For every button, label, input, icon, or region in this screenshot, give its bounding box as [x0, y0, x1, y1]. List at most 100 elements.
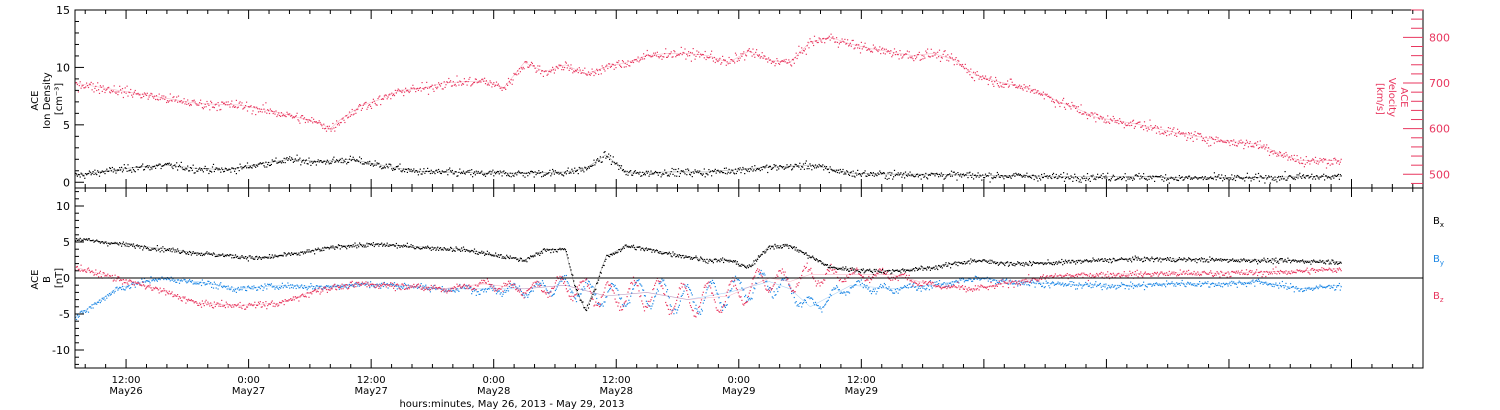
series-1-point — [1259, 140, 1261, 142]
series-2-point — [85, 239, 87, 241]
series-0-point — [965, 174, 967, 176]
series-0-point — [1104, 177, 1106, 179]
series-2-point — [116, 242, 118, 244]
series-3-point — [355, 282, 357, 284]
series-2-point — [492, 254, 494, 256]
series-0-point — [884, 177, 886, 179]
series-0-point — [252, 165, 254, 167]
series-0-point — [853, 175, 855, 177]
series-3-point — [470, 286, 472, 288]
series-0-point — [597, 158, 599, 160]
series-3-point — [166, 279, 168, 281]
series-0-point — [1029, 176, 1032, 178]
series-0-point — [1097, 177, 1100, 179]
series-1-point — [813, 44, 815, 47]
series-2-point — [1219, 259, 1221, 262]
series-0-point — [595, 162, 597, 164]
series-1-point — [801, 47, 803, 49]
series-3-point — [117, 289, 119, 291]
series-2-point — [627, 245, 629, 248]
series-2-point — [1237, 259, 1239, 261]
series-1-point — [336, 120, 338, 122]
series-0-point — [718, 170, 720, 172]
series-3-point — [291, 284, 294, 286]
series-1-point — [923, 55, 925, 57]
series-0-point — [881, 173, 883, 175]
series-2-point — [666, 252, 668, 254]
series-1-point — [359, 104, 362, 106]
series-1-point — [586, 74, 589, 76]
series-2-point — [394, 245, 396, 247]
series-0-point — [1302, 174, 1305, 176]
series-0-point — [553, 173, 555, 175]
series-2-point — [1229, 259, 1231, 261]
series-0-point — [135, 166, 137, 168]
series-0-point — [1184, 177, 1186, 179]
series-1-point — [1105, 122, 1107, 124]
series-0-point — [550, 175, 552, 177]
series-1-point — [265, 102, 267, 104]
series-2-point — [1323, 262, 1325, 264]
series-0-point — [1310, 175, 1312, 178]
series-3-point — [199, 282, 201, 284]
series-3-point — [366, 283, 368, 285]
series-2-point — [988, 262, 990, 264]
series-1-point — [1313, 161, 1316, 163]
series-3-point — [234, 290, 236, 292]
series-2-point — [1271, 258, 1273, 260]
velocity-axis-label: ACE Velocity [km/s] — [1374, 78, 1409, 120]
series-3-point — [361, 283, 363, 285]
series-1-point — [1156, 126, 1158, 128]
series-1-point — [496, 84, 499, 86]
series-0-point — [1256, 177, 1258, 179]
series-2-point — [1164, 258, 1166, 260]
series-1-point — [792, 59, 794, 61]
series-2-point — [979, 260, 981, 262]
series-1-point — [696, 50, 698, 52]
series-0-point — [693, 172, 695, 174]
series-0-point — [94, 169, 96, 171]
series-2-point — [190, 254, 192, 256]
series-0-point — [110, 170, 112, 172]
series-2-point — [1171, 260, 1173, 262]
series-1-point — [236, 107, 238, 109]
series-1-point — [915, 58, 917, 60]
series-0-point — [1049, 175, 1051, 177]
series-2-point — [439, 247, 441, 250]
series-3-point — [393, 282, 396, 284]
series-1-point — [1157, 127, 1159, 129]
series-2-point — [129, 243, 131, 245]
series-1-point — [890, 50, 892, 52]
series-2-point — [287, 253, 289, 255]
series-3-point — [241, 289, 243, 291]
series-3-point — [76, 314, 78, 316]
series-2-point — [621, 248, 624, 250]
series-2-point — [201, 254, 203, 257]
series-3-point — [272, 286, 274, 288]
series-2-point — [990, 262, 992, 264]
series-2-point — [196, 254, 198, 256]
series-2-point — [89, 240, 91, 242]
series-2-point — [725, 259, 727, 261]
series-1-point — [545, 70, 547, 72]
series-3-point — [360, 282, 362, 285]
series-3-point — [126, 286, 128, 288]
series-2-point — [152, 248, 154, 250]
series-2-point — [747, 267, 749, 269]
series-3-point — [75, 318, 78, 321]
series-0-point — [616, 162, 618, 164]
series-0-point — [131, 171, 133, 173]
series-0-point — [283, 157, 285, 159]
series-2-point — [777, 245, 779, 247]
series-2-point — [915, 267, 917, 269]
series-1-point — [759, 57, 761, 59]
series-2-point — [174, 251, 176, 253]
series-1-point — [133, 91, 135, 93]
series-2-point — [378, 245, 380, 247]
series-0-point — [460, 172, 462, 175]
series-1-point — [591, 68, 593, 70]
series-3-point — [280, 287, 282, 289]
series-1-point — [429, 86, 431, 88]
series-3-point — [286, 286, 288, 288]
series-2-point — [1106, 260, 1108, 262]
